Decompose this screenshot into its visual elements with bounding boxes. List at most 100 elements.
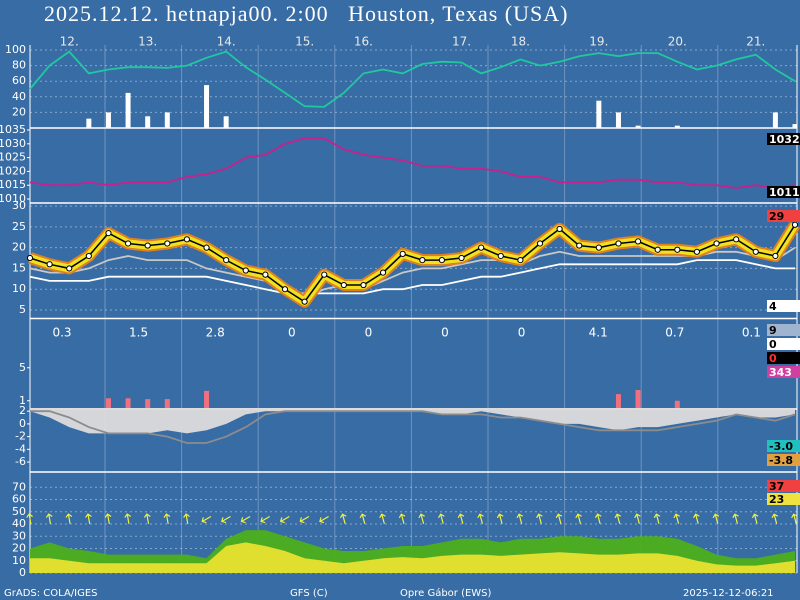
value-box — [767, 480, 800, 492]
point — [674, 246, 681, 253]
wind-arrow — [85, 513, 92, 525]
point — [634, 238, 642, 245]
wind-arrow — [771, 513, 779, 524]
wind-arrow — [65, 513, 73, 525]
x-tick-label: 15. — [295, 35, 314, 49]
y-tick-label: 10 — [12, 554, 26, 567]
y-tick-label: -2 — [15, 430, 26, 443]
line — [30, 410, 796, 444]
value-box — [767, 440, 800, 452]
chart-title: 2025.12.12. hetnapja00. 2:00 Houston, Te… — [44, 1, 568, 26]
line — [29, 224, 796, 303]
y-tick-label: 1010 — [0, 192, 26, 205]
x-tick-label: 14. — [217, 35, 236, 49]
bar — [223, 116, 229, 128]
bar — [204, 390, 210, 409]
daily-total: 0 — [441, 326, 449, 340]
y-tick-label: 25 — [12, 220, 26, 233]
point — [752, 248, 759, 255]
value-box — [767, 493, 800, 505]
bar — [125, 398, 131, 409]
point — [419, 257, 426, 264]
point — [654, 246, 661, 253]
y-tick-label: 80 — [12, 59, 26, 72]
footer-text: GrADS: COLA/IGES — [4, 588, 98, 599]
wind-arrow — [418, 513, 425, 524]
wind-arrow — [692, 513, 700, 524]
daily-total: 0 — [365, 326, 373, 340]
y-tick-label: 2 — [19, 404, 26, 417]
footer-text: GFS (C) — [290, 588, 328, 599]
wind-arrow — [26, 513, 33, 525]
wind-arrow — [437, 513, 445, 524]
bar — [674, 125, 680, 128]
wind-arrow — [614, 513, 622, 524]
value-box — [767, 366, 800, 378]
bar — [105, 398, 111, 409]
wind-arrow — [536, 513, 543, 524]
value-box — [767, 186, 800, 198]
point — [458, 254, 465, 262]
y-tick-label: 15 — [12, 261, 26, 274]
point — [26, 254, 34, 262]
wind-arrow — [594, 513, 602, 524]
wind-arrow — [260, 515, 271, 524]
line — [29, 246, 796, 299]
y-tick-label: 60 — [12, 493, 26, 506]
point — [556, 225, 563, 233]
y-tick-label: 20 — [12, 542, 26, 555]
bar — [125, 92, 131, 128]
value-box-label: 23 — [769, 493, 784, 506]
point — [223, 257, 230, 264]
point — [203, 244, 210, 251]
point — [615, 240, 622, 247]
point — [340, 281, 347, 289]
wind-arrow — [143, 513, 151, 525]
point — [713, 240, 720, 247]
point — [576, 242, 583, 249]
wind-arrow — [359, 513, 367, 524]
footer-text: Opre Gábor (EWS) — [400, 587, 492, 599]
wind-arrow — [379, 513, 386, 524]
wind-arrow — [751, 513, 759, 524]
daily-total: 4.1 — [589, 326, 608, 340]
wind-arrow — [496, 513, 504, 524]
wind-arrow — [457, 513, 465, 524]
line — [29, 137, 796, 189]
point — [595, 244, 602, 251]
value-box-label: 0 — [769, 352, 777, 365]
line — [29, 50, 796, 108]
y-tick-label: 70 — [12, 480, 26, 493]
point — [262, 271, 269, 278]
value-box — [767, 324, 800, 336]
value-box — [767, 338, 800, 350]
y-tick-label: -6 — [15, 455, 26, 468]
daily-total: 0 — [518, 326, 526, 340]
y-tick-label: 20 — [12, 241, 26, 254]
wind-arrow — [732, 513, 739, 524]
wind-arrow — [221, 515, 231, 524]
value-box — [767, 210, 800, 222]
value-box-label: 1032 — [769, 133, 800, 146]
value-box-label: 1011 — [769, 186, 800, 199]
y-tick-label: 5 — [19, 303, 26, 316]
x-tick-label: 18. — [511, 35, 530, 49]
wind-arrow — [124, 513, 132, 525]
point — [772, 252, 779, 260]
y-tick-label: 20 — [12, 105, 26, 118]
point — [164, 240, 171, 247]
y-tick-label: 100 — [5, 43, 26, 56]
value-box — [767, 300, 800, 312]
x-tick-label: 12. — [60, 35, 79, 49]
wind-arrow — [201, 515, 212, 524]
bar — [635, 125, 641, 128]
wind-arrow — [279, 515, 290, 524]
wind-arrow — [339, 513, 347, 524]
y-tick-label: 50 — [12, 505, 26, 518]
x-tick-label: 21. — [746, 35, 765, 49]
value-box — [767, 133, 800, 145]
point — [66, 265, 73, 272]
y-tick-label: 1035 — [0, 123, 26, 136]
point — [183, 236, 191, 243]
